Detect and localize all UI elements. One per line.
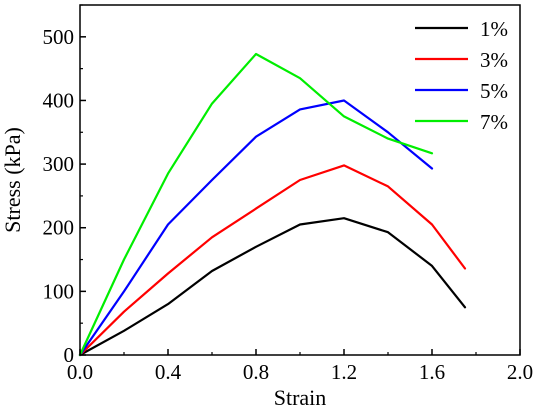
x-tick-label: 1.6 (419, 360, 445, 384)
y-tick-label: 200 (43, 216, 75, 240)
x-tick-label: 0.8 (243, 360, 269, 384)
legend-label-2: 3% (480, 48, 508, 72)
ticks-layer: 0.0 0.4 0.8 1.2 1.6 2.0 0 100 200 300 400 500 (43, 4, 533, 384)
x-tick-label: 0.0 (67, 360, 93, 384)
series-line-2 (78, 164, 467, 357)
series-line-1 (78, 217, 467, 357)
y-tick-label: 300 (43, 152, 75, 176)
x-tick-label: 1.2 (331, 360, 357, 384)
series-line-3 (78, 99, 434, 357)
legend: 1% 3% 5% 7% (415, 17, 508, 134)
series-line-4 (78, 52, 434, 357)
y-tick-label: 500 (43, 25, 75, 49)
y-tick-label: 400 (43, 88, 75, 112)
x-tick-label: 2.0 (507, 360, 533, 384)
x-tick-label: 0.4 (155, 360, 182, 384)
series-layer (78, 52, 467, 357)
legend-label-3: 5% (480, 79, 508, 103)
legend-label-4: 7% (480, 110, 508, 134)
legend-label-1: 1% (480, 17, 508, 41)
y-axis-label: Stress (kPa) (0, 127, 25, 233)
y-tick-label: 0 (64, 343, 75, 367)
x-axis-label: Strain (274, 385, 327, 410)
y-tick-label: 100 (43, 279, 75, 303)
